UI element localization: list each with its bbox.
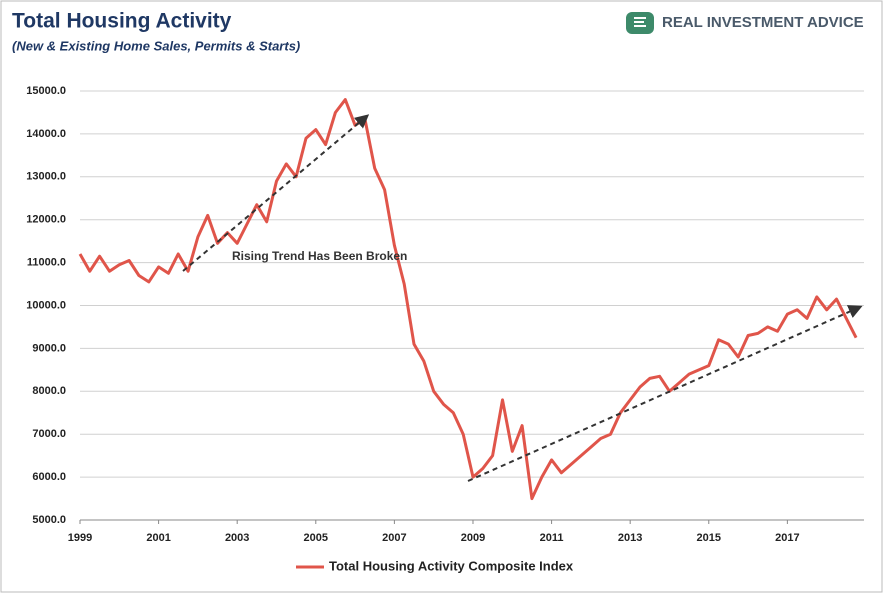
brand-logo: REAL INVESTMENT ADVICE bbox=[626, 12, 864, 34]
y-tick-label: 10000.0 bbox=[26, 299, 66, 311]
y-tick-label: 15000.0 bbox=[26, 85, 66, 97]
x-tick-label: 2011 bbox=[540, 532, 564, 544]
x-tick-label: 2009 bbox=[461, 532, 485, 544]
chart-title: Total Housing Activity bbox=[12, 10, 232, 33]
x-tick-label: 2015 bbox=[697, 532, 721, 544]
y-tick-label: 7000.0 bbox=[32, 428, 66, 440]
x-tick-label: 2001 bbox=[146, 532, 170, 544]
x-tick-label: 2017 bbox=[775, 532, 799, 544]
y-tick-label: 5000.0 bbox=[32, 514, 66, 526]
y-tick-label: 8000.0 bbox=[32, 385, 66, 397]
y-tick-label: 6000.0 bbox=[32, 471, 66, 483]
data-line bbox=[78, 98, 858, 501]
y-tick-label: 9000.0 bbox=[32, 342, 66, 354]
x-tick-label: 2007 bbox=[382, 532, 406, 544]
trend-arrow bbox=[182, 114, 370, 272]
x-tick-label: 2003 bbox=[225, 532, 249, 544]
brand-name: REAL INVESTMENT ADVICE bbox=[662, 14, 864, 31]
legend-label: Total Housing Activity Composite Index bbox=[329, 558, 574, 573]
x-tick-label: 2013 bbox=[618, 532, 642, 544]
chart-subtitle: (New & Existing Home Sales, Permits & St… bbox=[12, 38, 300, 53]
y-tick-label: 12000.0 bbox=[26, 214, 66, 226]
x-tick-label: 1999 bbox=[68, 532, 92, 544]
x-tick-label: 2005 bbox=[304, 532, 328, 544]
y-tick-label: 14000.0 bbox=[26, 128, 66, 140]
annotation: Rising Trend Has Been Broken bbox=[232, 249, 407, 263]
y-tick-label: 11000.0 bbox=[27, 257, 66, 269]
y-tick-label: 13000.0 bbox=[26, 171, 66, 183]
